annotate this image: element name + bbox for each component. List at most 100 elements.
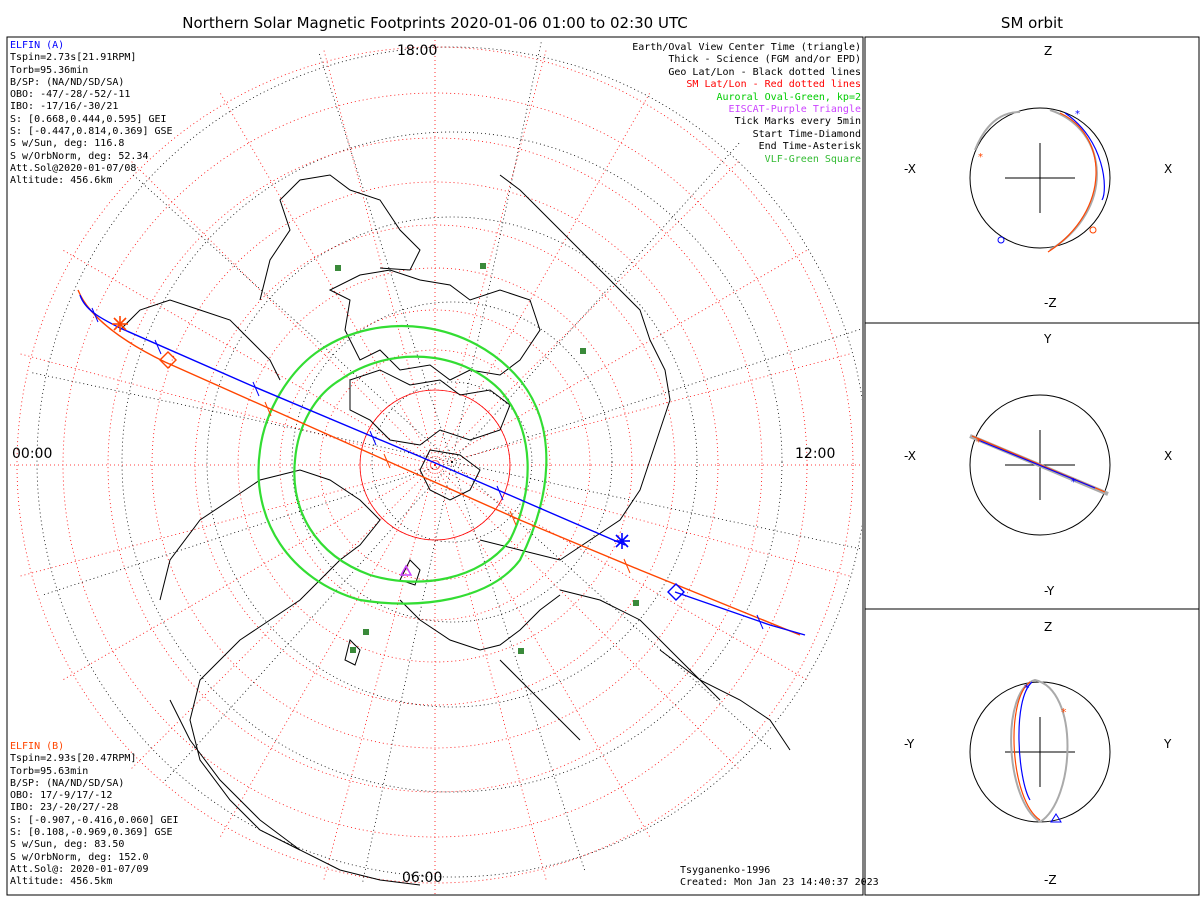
vlf-stations <box>335 263 639 654</box>
orbit-title: SM orbit <box>1000 14 1064 32</box>
tick-mark <box>623 558 631 574</box>
tick-mark <box>264 401 272 417</box>
orbit-frame <box>864 36 1200 896</box>
vlf-square <box>335 265 341 271</box>
elfin-b-track <box>77 289 801 636</box>
orbit-panel-xy: * * <box>969 394 1111 536</box>
p2-right: X <box>1164 449 1173 463</box>
svg-text:*: * <box>1075 109 1080 120</box>
elfin-b-info-line: B/SP: (NA/ND/SD/SA) <box>10 777 125 789</box>
orbit-panel-yz: * * <box>969 678 1111 824</box>
p3-right: Y <box>1164 737 1172 751</box>
legend-item: Tick Marks every 5min <box>734 116 861 128</box>
tick-mark <box>369 430 377 446</box>
legend-item: Geo Lat/Lon - Black dotted lines <box>668 66 861 78</box>
p1-left: -X <box>904 162 916 176</box>
elfin-a-start-diamond <box>667 583 685 601</box>
svg-text:*: * <box>1061 706 1067 719</box>
tick-mark <box>496 485 504 501</box>
orbit-panel-xz: * * <box>969 107 1111 253</box>
elfin-a-info-line: S w/OrbNorm, deg: 52.34 <box>10 150 149 162</box>
elfin-a-track <box>79 294 806 636</box>
elfin-b-lines: Tspin=2.93s[20.47RPM] Torb=95.63min B/SP: … <box>10 753 179 888</box>
elfin-a-info-line: Att.Sol@2020-01-07/08 <box>10 162 137 174</box>
elfin-b-info-line: OBO: 17/-9/17/-12 <box>10 790 113 802</box>
legend-item: EISCAT-Purple Triangle <box>728 104 861 116</box>
elfin-b-name: ELFIN (B) <box>10 741 65 752</box>
elfin-b-info-line: Tspin=2.93s[20.47RPM] <box>10 753 137 765</box>
legend-item: Start Time-Diamond <box>752 128 861 140</box>
elfin-b-info-line: IBO: 23/-20/27/-28 <box>10 802 119 814</box>
p1-top: Z <box>1044 44 1053 58</box>
elfin-b-info-line: S: [0.108,-0.969,0.369] GSE <box>10 827 173 839</box>
p1-right: X <box>1164 162 1173 176</box>
map-title: Northern Solar Magnetic Footprints 2020-… <box>182 14 688 32</box>
elfin-a-info-line: OBO: -47/-28/-52/-11 <box>10 89 131 101</box>
vlf-square <box>363 629 369 635</box>
elfin-b-info-line: S: [-0.907,-0.416,0.060] GEI <box>10 814 179 826</box>
tick-mark <box>509 510 517 526</box>
vlf-square <box>350 647 356 653</box>
elfin-b-info-line: Att.Sol@: 2020-01-07/09 <box>10 863 149 875</box>
elfin-a-info-line: S w/Sun, deg: 116.8 <box>10 138 125 150</box>
tick-mark <box>154 339 162 355</box>
tick-mark <box>91 307 99 323</box>
elfin-a-lines: Tspin=2.73s[21.91RPM] Torb=95.36min B/SP: … <box>10 52 173 187</box>
credits: Tsyganenko-1996 Created: Mon Jan 23 14:4… <box>680 865 879 890</box>
elfin-a-info-line: S: [-0.447,0.814,0.369] GSE <box>10 126 173 138</box>
legend-item: VLF-Green Square <box>764 153 861 165</box>
elfin-b-start-diamond <box>159 351 177 369</box>
elfin-a-end-asterisk <box>614 533 630 549</box>
elfin-b-info-line: Altitude: 456.5km <box>10 876 113 888</box>
svg-text:*: * <box>1071 477 1076 488</box>
elfin-a-info-line: Altitude: 456.6km <box>10 175 113 187</box>
p2-left: -X <box>904 449 916 463</box>
elfin-a-info-line: S: [0.668,0.444,0.595] GEI <box>10 113 167 125</box>
elfin-b-info-line: Torb=95.63min <box>10 765 89 777</box>
sm-pole-circle <box>359 389 511 541</box>
svg-text:*: * <box>978 152 983 163</box>
elfin-a-info-line: Torb=95.36min <box>10 64 89 76</box>
hour-label-right: 12:00 <box>795 446 836 462</box>
p2-bottom: -Y <box>1044 584 1055 598</box>
elfin-a-info-line: B/SP: (NA/ND/SD/SA) <box>10 76 125 88</box>
elfin-b-info-line: S w/OrbNorm, deg: 152.0 <box>10 851 149 863</box>
hour-label-bottom: 06:00 <box>402 870 443 886</box>
vlf-square <box>580 348 586 354</box>
map-frame <box>6 36 864 896</box>
p3-bottom: -Z <box>1044 873 1057 887</box>
vlf-square <box>518 648 524 654</box>
geo-grid <box>36 46 862 878</box>
legend-item: Thick - Science (FGM and/or EPD) <box>668 54 861 66</box>
credits-model: Tsyganenko-1996 <box>680 865 771 876</box>
hour-label-left: 00:00 <box>12 446 53 462</box>
elfin-a-info-line: Tspin=2.73s[21.91RPM] <box>10 52 137 64</box>
elfin-a-name: ELFIN (A) <box>10 40 65 51</box>
hour-label-top: 18:00 <box>397 43 438 59</box>
p3-left: -Y <box>904 737 915 751</box>
track-tick-marks <box>91 307 764 630</box>
legend-item: Auroral Oval-Green, kp=2 <box>716 91 862 103</box>
coastlines <box>119 174 791 886</box>
tick-mark <box>252 381 260 397</box>
vlf-square <box>633 600 639 606</box>
tick-mark <box>383 453 391 469</box>
tick-mark <box>756 614 764 630</box>
auroral-oval <box>257 324 548 605</box>
legend: Earth/Oval View Center Time (triangle) Th… <box>632 42 861 166</box>
legend-item: SM Lat/Lon - Red dotted lines <box>686 79 861 91</box>
p2-top: Y <box>1044 332 1052 346</box>
elfin-b-info-line: S w/Sun, deg: 83.50 <box>10 839 125 851</box>
svg-text:*: * <box>976 437 981 448</box>
credits-created: Created: Mon Jan 23 14:40:37 2023 <box>680 877 879 889</box>
elfin-b-end-asterisk <box>112 316 128 332</box>
legend-item: End Time-Asterisk <box>758 141 861 153</box>
eiscat-triangle <box>399 564 413 576</box>
p1-bottom: -Z <box>1044 296 1057 310</box>
legend-item: Earth/Oval View Center Time (triangle) <box>632 42 861 53</box>
vlf-square <box>480 263 486 269</box>
p3-top: Z <box>1044 620 1053 634</box>
elfin-b-info: ELFIN (B) Tspin=2.93s[20.47RPM] Torb=95.6… <box>10 741 179 889</box>
elfin-a-info: ELFIN (A) Tspin=2.73s[21.91RPM] Torb=95.3… <box>10 40 173 188</box>
